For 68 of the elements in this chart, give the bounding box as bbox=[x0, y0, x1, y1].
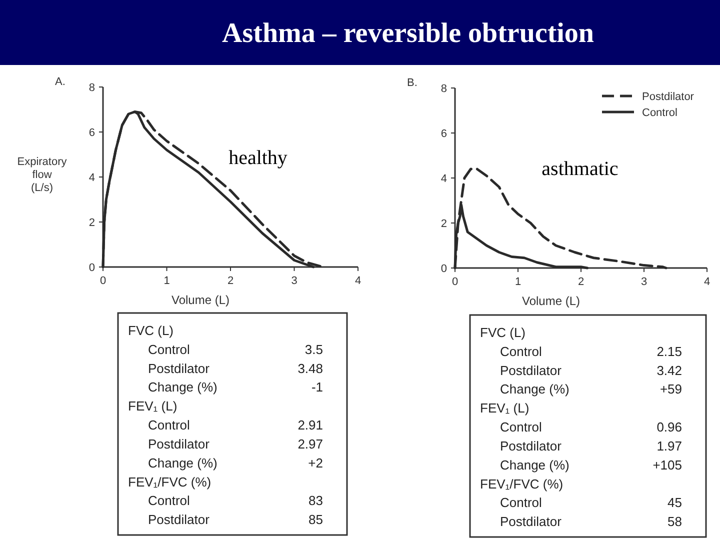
text: Postdilator bbox=[148, 360, 210, 376]
text: Postdilator bbox=[500, 438, 562, 454]
text: Control bbox=[148, 342, 190, 357]
text: FEV₁ (L) bbox=[128, 398, 178, 414]
x-tick-label: 1 bbox=[164, 275, 170, 287]
x-tick-label: 0 bbox=[452, 276, 458, 288]
legend-label: Control bbox=[642, 107, 678, 119]
y-tick-label: 4 bbox=[88, 172, 95, 184]
y-tick-label: 2 bbox=[88, 217, 95, 229]
annotation: healthy bbox=[228, 147, 288, 169]
text: FEV₁/FVC (%) bbox=[128, 474, 212, 490]
text: 45 bbox=[668, 495, 682, 510]
y-axis-title: Expiratory flow (L/s) bbox=[17, 156, 68, 194]
x-tick-label: 3 bbox=[291, 275, 298, 287]
text: 2.91 bbox=[298, 418, 323, 433]
text: 3.5 bbox=[304, 342, 323, 357]
y-tick-label: 6 bbox=[88, 127, 95, 139]
text: Change (%) bbox=[500, 382, 570, 397]
text: FEV₁ (L) bbox=[480, 400, 530, 416]
y-tick-label: 4 bbox=[440, 173, 447, 185]
text: 3.48 bbox=[298, 360, 323, 376]
text: Control bbox=[148, 418, 190, 433]
text: Change (%) bbox=[500, 457, 570, 472]
y-tick-label: 6 bbox=[440, 128, 447, 140]
text: Postdilator bbox=[500, 514, 562, 530]
x-axis-title: Volume (L) bbox=[522, 294, 580, 308]
text: +59 bbox=[660, 382, 682, 397]
text: Postdilator bbox=[148, 436, 210, 452]
y-tick-label: 2 bbox=[440, 218, 447, 230]
text: Postdilator bbox=[148, 512, 210, 528]
x-tick-label: 4 bbox=[354, 275, 362, 287]
text: Control bbox=[500, 420, 542, 435]
text: Control bbox=[500, 495, 542, 510]
text: B. bbox=[407, 77, 418, 89]
legend-label: Postdilator bbox=[642, 91, 694, 103]
text: 3.42 bbox=[656, 362, 682, 378]
x-tick-label: 2 bbox=[227, 275, 234, 287]
x-tick-label: 3 bbox=[640, 276, 648, 288]
text: 0.96 bbox=[656, 420, 682, 435]
text: -1 bbox=[311, 380, 323, 395]
text: 85 bbox=[308, 512, 323, 528]
x-tick-label: 0 bbox=[100, 275, 106, 287]
text: Control bbox=[500, 344, 542, 359]
annotation: asthmatic bbox=[542, 158, 618, 180]
text: FVC (L) bbox=[480, 325, 526, 340]
y-tick-label: 8 bbox=[440, 83, 447, 95]
text: Postdilator bbox=[500, 362, 562, 378]
chart-title: Asthma – reversible obtruction bbox=[222, 18, 594, 49]
text: +105 bbox=[652, 457, 682, 472]
text: 83 bbox=[308, 493, 323, 508]
text: Change (%) bbox=[148, 455, 218, 470]
text: +2 bbox=[308, 455, 323, 470]
x-axis-title: Volume (L) bbox=[171, 293, 230, 307]
text: A. bbox=[55, 76, 66, 88]
text: FVC (L) bbox=[128, 323, 174, 338]
text: Change (%) bbox=[148, 380, 218, 395]
x-tick-label: 4 bbox=[704, 276, 710, 288]
x-tick-label: 2 bbox=[578, 276, 584, 288]
text: 2.15 bbox=[656, 344, 682, 359]
text: 58 bbox=[668, 514, 682, 530]
y-tick-label: 8 bbox=[88, 82, 95, 94]
text: Control bbox=[148, 493, 190, 508]
text: 1.97 bbox=[656, 438, 682, 454]
text: FEV₁/FVC (%) bbox=[480, 476, 564, 492]
y-tick-label: 0 bbox=[88, 262, 95, 274]
text: 2.97 bbox=[298, 436, 323, 452]
y-tick-label: 0 bbox=[440, 263, 447, 275]
x-tick-label: 1 bbox=[514, 276, 522, 288]
